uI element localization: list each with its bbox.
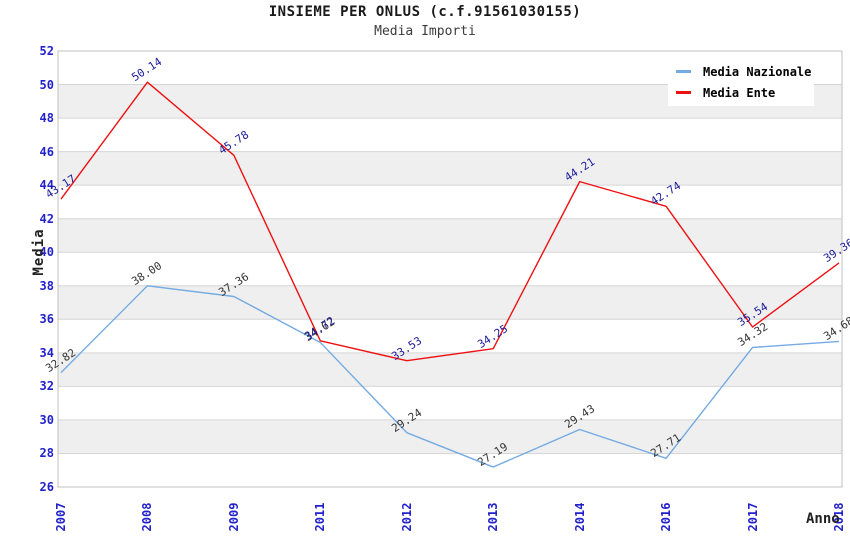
plot-band	[58, 419, 842, 454]
x-tick-label: 2013	[486, 502, 501, 532]
y-tick-label: 28	[39, 446, 54, 461]
y-tick-label: 50	[39, 77, 54, 92]
y-tick-label: 26	[39, 480, 54, 494]
y-tick-label: 32	[39, 379, 54, 394]
x-tick-label: 2007	[54, 502, 68, 532]
chart-subtitle: Media Importi	[374, 24, 476, 39]
y-tick-label: 48	[39, 111, 54, 126]
y-tick-label: 44	[39, 178, 54, 193]
y-axis-title: Media	[31, 228, 47, 276]
y-tick-label: 38	[39, 278, 54, 293]
chart-title: INSIEME PER ONLUS (c.f.91561030155)	[268, 4, 582, 20]
x-tick-label: 2017	[745, 502, 760, 532]
x-tick-label: 2011	[313, 502, 328, 532]
series-line-nazionale	[60, 285, 840, 468]
legend: Media Nazionale Media Ente	[668, 58, 814, 106]
y-tick-label: 46	[39, 144, 54, 159]
legend-item-ente: Media Ente	[668, 82, 814, 103]
series-line-ente	[60, 81, 840, 362]
legend-label: Media Ente	[703, 85, 776, 100]
legend-label: Media Nazionale	[703, 64, 812, 79]
x-tick-label: 2008	[140, 502, 155, 532]
legend-line-swatch-nazionale	[676, 70, 691, 73]
plot-band	[58, 218, 842, 253]
plot-border	[57, 50, 843, 488]
plot-band	[58, 319, 842, 353]
plot-band	[58, 185, 842, 219]
plot-band	[58, 151, 842, 186]
y-tick-label: 42	[39, 211, 54, 226]
y-tick-label: 36	[39, 312, 54, 327]
plot-band	[58, 453, 842, 487]
plot-band	[58, 118, 842, 152]
x-tick-label: 2014	[572, 502, 587, 532]
plot-band	[58, 386, 842, 420]
x-tick-label: 2012	[399, 502, 414, 532]
x-tick-label: 2016	[659, 502, 674, 532]
legend-line-swatch-ente	[676, 91, 691, 94]
plot-band	[58, 352, 842, 387]
y-tick-label: 40	[39, 245, 54, 260]
y-tick-label: 30	[39, 412, 54, 427]
y-tick-label: 52	[39, 44, 54, 58]
x-axis-title: Anno	[806, 511, 840, 527]
legend-item-nazionale: Media Nazionale	[668, 61, 814, 82]
x-tick-label: 2009	[226, 502, 241, 532]
y-tick-label: 34	[39, 345, 54, 360]
plot-band	[58, 285, 842, 320]
